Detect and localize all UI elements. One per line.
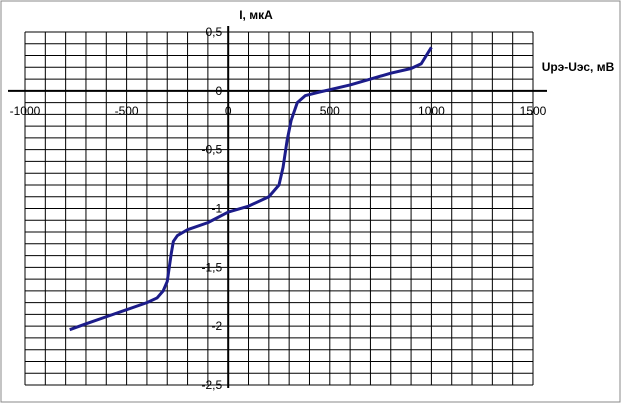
y-tick-label: -2,5 <box>202 378 223 392</box>
y-tick-label: 0 <box>216 84 223 98</box>
y-tick-label: -1,5 <box>202 260 223 274</box>
x-tick-label: 1000 <box>418 104 445 118</box>
y-axis-title: I, мкА <box>239 8 273 22</box>
data-line <box>69 46 433 332</box>
x-axis-title: Uрэ-Uэс, мВ <box>542 60 615 74</box>
grid <box>8 26 547 388</box>
y-tick-label: -1 <box>212 202 223 216</box>
x-tick-label: 1500 <box>520 104 547 118</box>
x-tick-label: 500 <box>320 104 340 118</box>
x-tick-label: -500 <box>115 104 139 118</box>
x-tick-label: -1000 <box>10 104 41 118</box>
y-tick-label: -0,5 <box>202 143 223 157</box>
plot <box>69 46 433 332</box>
x-tick-label: 0 <box>225 104 232 118</box>
y-tick-label: 0,5 <box>206 25 223 39</box>
y-tick-label: -2 <box>212 319 223 333</box>
